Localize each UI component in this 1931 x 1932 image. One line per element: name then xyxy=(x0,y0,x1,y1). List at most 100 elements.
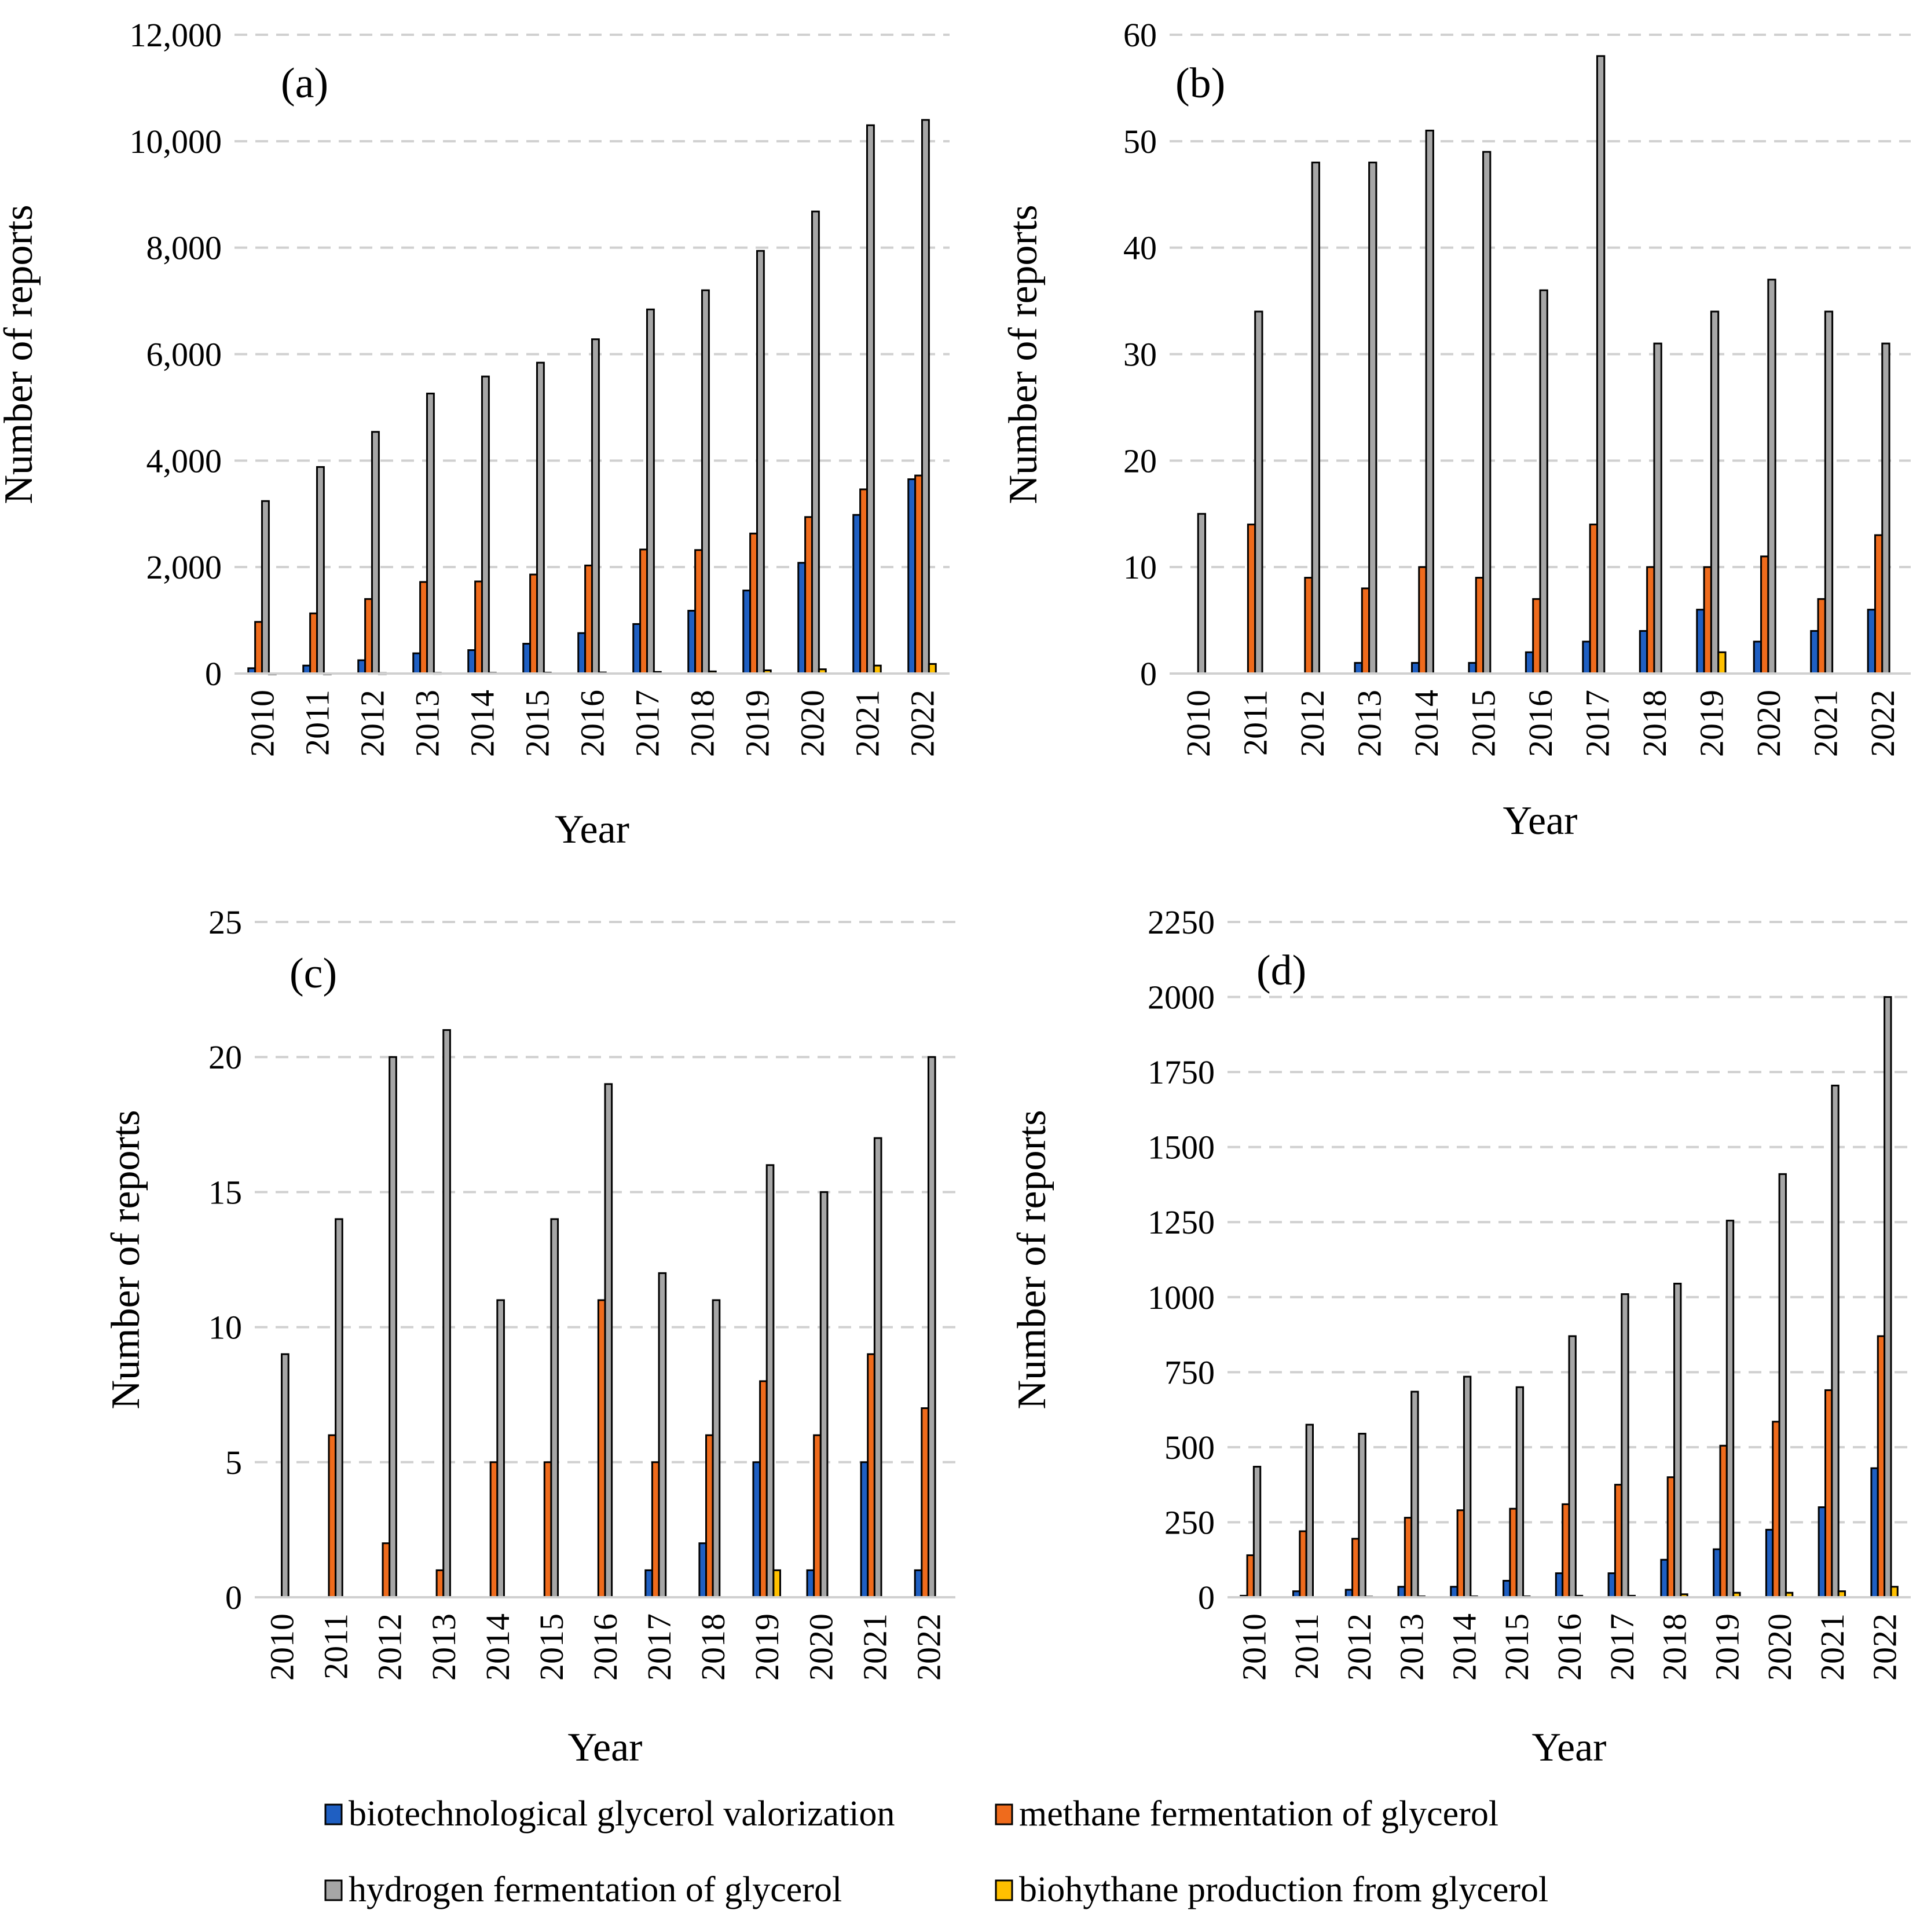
bar-methane-2012 xyxy=(364,598,373,675)
bar-hydrogen-2013 xyxy=(442,1029,451,1598)
bar-methane-2017 xyxy=(639,548,648,675)
bar-hydrogen-2018 xyxy=(712,1299,721,1598)
x-tick-label-2014: 2014 xyxy=(464,690,501,757)
bar-biohythane-2021 xyxy=(873,664,882,675)
bar-biotechnological-2011 xyxy=(302,664,312,675)
x-tick-label-2018: 2018 xyxy=(684,690,721,757)
y-axis-title: Number of reports xyxy=(104,1110,148,1409)
x-tick-label-2015: 2015 xyxy=(519,690,556,757)
bar-biotechnological-2021 xyxy=(860,1461,869,1598)
bar-hydrogen-2017 xyxy=(658,1272,667,1598)
legend-swatch-methane xyxy=(995,1803,1013,1825)
bar-methane-2014 xyxy=(474,580,483,675)
y-tick-label: 25 xyxy=(208,903,242,941)
x-tick-label-2015: 2015 xyxy=(1465,690,1503,757)
bar-hydrogen-2016 xyxy=(1539,289,1548,675)
x-tick-label-2013: 2013 xyxy=(425,1613,463,1681)
bar-methane-2012 xyxy=(382,1542,391,1598)
legend-swatch-biohythane xyxy=(995,1879,1013,1901)
bar-hydrogen-2014 xyxy=(481,375,490,675)
panel-label: (b) xyxy=(1175,60,1225,107)
x-tick-label-2011: 2011 xyxy=(317,1613,355,1679)
legend-label-biotechnological: biotechnological glycerol valorization xyxy=(349,1794,895,1834)
bar-biotechnological-2022 xyxy=(1870,1467,1879,1598)
bar-biotechnological-2016 xyxy=(577,632,587,675)
bar-methane-2022 xyxy=(1877,1335,1886,1598)
bar-methane-2013 xyxy=(419,581,428,675)
bar-methane-2021 xyxy=(867,1353,875,1598)
bar-hydrogen-2011 xyxy=(1254,310,1263,675)
y-tick-label: 2000 xyxy=(1148,979,1215,1016)
y-tick-label: 0 xyxy=(205,655,222,693)
x-tick-label-2016: 2016 xyxy=(1522,690,1559,757)
bar-methane-2021 xyxy=(1817,598,1826,675)
bar-methane-2016 xyxy=(597,1299,606,1598)
bar-biotechnological-2018 xyxy=(1660,1558,1669,1598)
y-tick-label: 5 xyxy=(225,1444,242,1481)
chart-panel-c: 0 5 10 15 20 25 2010 2011 2012 2013 2014 2015 2016 20… xyxy=(104,903,955,1770)
y-axis-title: Number of reports xyxy=(0,204,41,504)
x-axis-title: Year xyxy=(1503,799,1578,843)
y-tick-label: 4,000 xyxy=(146,442,222,480)
bar-hydrogen-2014 xyxy=(1463,1375,1472,1598)
bar-hydrogen-2019 xyxy=(1710,310,1720,675)
bar-biohythane-2019 xyxy=(1717,651,1727,675)
bar-hydrogen-2021 xyxy=(1824,310,1834,675)
y-tick-label: 0 xyxy=(1140,655,1157,693)
bar-methane-2013 xyxy=(1404,1517,1413,1598)
x-tick-label-2022: 2022 xyxy=(904,690,941,757)
bar-hydrogen-2010 xyxy=(281,1353,290,1598)
bar-methane-2014 xyxy=(1456,1509,1465,1598)
bar-hydrogen-2015 xyxy=(550,1218,559,1598)
x-tick-label-2015: 2015 xyxy=(1498,1613,1536,1681)
x-tick-label-2020: 2020 xyxy=(1761,1613,1798,1681)
bar-hydrogen-2016 xyxy=(591,338,600,675)
bar-methane-2020 xyxy=(1772,1421,1780,1598)
bar-methane-2022 xyxy=(914,474,923,675)
chart-panel-b: 0 10 20 30 40 50 60 2010 2011 2012 2013 2014 2015 201… xyxy=(1001,16,1911,843)
bar-hydrogen-2021 xyxy=(1831,1084,1840,1598)
bar-biotechnological-2018 xyxy=(1639,630,1648,675)
legend-entry-methane: methane fermentation of glycerol xyxy=(995,1794,1498,1834)
y-tick-label: 20 xyxy=(1123,442,1157,480)
x-tick-label-2021: 2021 xyxy=(856,1613,893,1681)
bar-biotechnological-2021 xyxy=(852,514,862,675)
x-tick-label-2018: 2018 xyxy=(694,1613,732,1681)
y-tick-label: 40 xyxy=(1123,229,1157,267)
x-axis-title: Year xyxy=(555,807,629,852)
x-tick-label-2022: 2022 xyxy=(1864,690,1901,757)
legend-entry-hydrogen: hydrogen fermentation of glycerol xyxy=(324,1870,842,1909)
bar-hydrogen-2010 xyxy=(261,500,270,675)
bar-biotechnological-2017 xyxy=(1582,641,1591,675)
bar-methane-2020 xyxy=(804,516,813,675)
y-tick-label: 30 xyxy=(1123,336,1157,374)
x-tick-label-2010: 2010 xyxy=(244,690,281,757)
x-tick-label-2014: 2014 xyxy=(479,1613,516,1681)
bar-hydrogen-2012 xyxy=(1358,1433,1366,1598)
bar-hydrogen-2019 xyxy=(765,1164,775,1598)
x-tick-label-2012: 2012 xyxy=(1294,690,1331,757)
bar-methane-2016 xyxy=(1532,598,1541,675)
x-tick-label-2021: 2021 xyxy=(849,690,886,757)
x-tick-label-2020: 2020 xyxy=(794,690,831,757)
bar-hydrogen-2020 xyxy=(811,210,820,675)
bar-hydrogen-2016 xyxy=(1568,1335,1577,1598)
bar-methane-2011 xyxy=(309,612,318,675)
bar-biotechnological-2021 xyxy=(1810,630,1819,675)
x-tick-label-2019: 2019 xyxy=(1692,690,1730,757)
bar-biotechnological-2019 xyxy=(1696,609,1705,675)
bar-hydrogen-2015 xyxy=(1482,151,1492,675)
bar-methane-2010 xyxy=(1246,1554,1255,1598)
x-tick-label-2013: 2013 xyxy=(1393,1613,1431,1681)
bar-hydrogen-2018 xyxy=(701,289,710,675)
y-tick-label: 6,000 xyxy=(146,336,222,374)
bar-methane-2013 xyxy=(1361,587,1371,675)
bar-biotechnological-2016 xyxy=(1525,651,1534,675)
legend-label-methane: methane fermentation of glycerol xyxy=(1019,1794,1498,1834)
x-tick-label-2018: 2018 xyxy=(1636,690,1673,757)
bar-biotechnological-2015 xyxy=(1503,1579,1511,1598)
x-tick-label-2014: 2014 xyxy=(1445,1613,1483,1681)
x-tick-label-2010: 2010 xyxy=(1179,690,1217,757)
y-tick-label: 20 xyxy=(208,1038,242,1076)
